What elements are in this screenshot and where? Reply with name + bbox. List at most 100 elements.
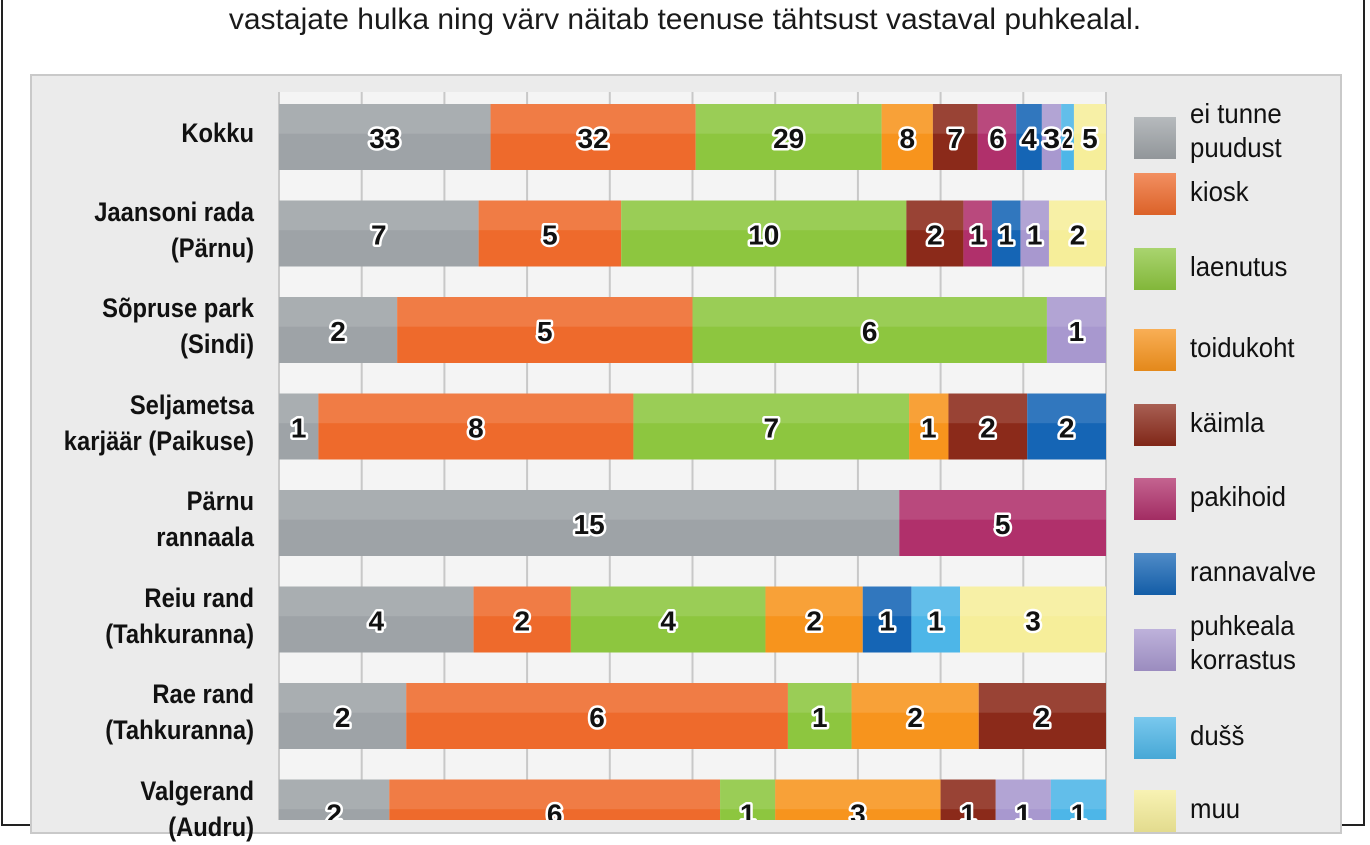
bar-segment-highlight (720, 779, 776, 810)
legend-label: dušš (1190, 719, 1244, 753)
category-label: Valgerand (Audru) (43, 773, 254, 845)
data-label: 15 (574, 509, 605, 540)
bar-segment-highlight (478, 200, 622, 231)
bar-segment-highlight (1048, 200, 1106, 231)
data-label: 1 (921, 413, 937, 444)
data-label: 3 (850, 799, 866, 821)
bar-row: 33 32 29 8 7 6 4 3 2 5 (279, 104, 1106, 170)
legend-label-line: kiosk (1190, 176, 1249, 207)
bar-segment-highlight (473, 586, 571, 617)
bar-segment (1041, 104, 1062, 170)
bar-segment-highlight (1046, 297, 1106, 327)
category-label-line: (Tahkuranna) (105, 618, 254, 649)
legend-swatch (1134, 790, 1176, 832)
data-label: 7 (371, 220, 387, 251)
bar-row: 1 8 7 1 2 2 (279, 393, 1106, 460)
bar-segment (881, 104, 933, 170)
bar-segment-highlight (570, 586, 766, 617)
bar-segment-highlight (899, 490, 1106, 520)
bar-segment (279, 490, 900, 556)
category-label-line: Reiu rand (144, 582, 254, 613)
data-label: 2 (907, 702, 923, 733)
data-label: 7 (948, 123, 964, 154)
bar-segment (633, 393, 910, 460)
bar-segment (851, 683, 979, 749)
category-label-line: (Tahkuranna) (105, 715, 254, 745)
bar-segment-highlight (1061, 104, 1074, 134)
bar-segment-highlight (692, 297, 1047, 327)
bar-segment (948, 393, 1028, 460)
category-label: Rae rand (Tahkuranna) (43, 676, 254, 748)
category-label-line: rannaala (156, 522, 254, 552)
category-label-line: (Pärnu) (170, 232, 254, 263)
legend-swatch (1134, 478, 1176, 520)
data-label: 2 (1059, 413, 1075, 444)
category-label-line: Kokku (181, 118, 254, 148)
bar-segment (389, 779, 721, 820)
bar-segment (978, 683, 1106, 749)
data-label: 4 (1021, 123, 1037, 154)
category-label-line: Seljametsa (129, 389, 254, 420)
bar-segment (473, 586, 571, 653)
bar-segment-highlight (940, 779, 996, 810)
bar-segment-highlight (906, 200, 964, 231)
legend-swatch (1134, 248, 1176, 290)
bar-segment (1061, 104, 1074, 170)
bar-segment-highlight (909, 393, 949, 424)
legend-label: laenutus (1190, 250, 1287, 284)
bar-segment-highlight (621, 200, 907, 231)
legend-label: muu (1190, 792, 1240, 826)
category-label-line: Jaansoni rada (94, 196, 254, 227)
bar-segment (695, 104, 882, 170)
legend-swatch (1134, 553, 1176, 595)
bar-segment-highlight (490, 104, 696, 134)
data-label: 1 (812, 702, 828, 733)
category-label: Pärnu rannaala (43, 483, 254, 555)
data-label: 2 (1070, 220, 1086, 251)
category-label-line: Valgerand (140, 775, 254, 806)
bar-segment (279, 393, 319, 460)
data-label: 1 (879, 606, 895, 637)
bar-row: 15 5 (279, 490, 1106, 556)
data-label: 1 (1016, 799, 1032, 821)
bar-segment-highlight (1041, 104, 1062, 134)
bar-segment-highlight (695, 104, 882, 134)
bar-segment-highlight (279, 297, 398, 327)
bar-row: 2 6 1 2 2 (279, 683, 1106, 749)
legend-label: käimla (1190, 406, 1264, 440)
legend-label-line: dušš (1190, 720, 1245, 751)
data-label: 6 (862, 316, 878, 347)
data-label: 6 (989, 123, 1005, 154)
data-label: 6 (589, 702, 605, 733)
bar-segment-highlight (279, 393, 319, 424)
legend-label: ei tunne puudust (1190, 97, 1282, 165)
bar-segment-highlight (389, 779, 721, 810)
bar-segment (279, 104, 491, 170)
data-label: 2 (980, 413, 996, 444)
bar-row: 2 5 6 1 (279, 297, 1106, 363)
bar-segment (906, 200, 964, 267)
bar-segment (911, 586, 961, 653)
data-label: 5 (995, 509, 1011, 540)
category-label-line: Pärnu (186, 486, 254, 516)
bar-segment (1016, 104, 1042, 170)
bar-segment (279, 683, 407, 749)
bar-segment-highlight (787, 683, 852, 713)
bar-segment (991, 200, 1021, 267)
category-label-line: Sõpruse park (102, 293, 254, 323)
legend-label-line: puudust (1190, 132, 1282, 163)
data-label: 32 (578, 123, 609, 154)
bar-segment (787, 683, 852, 749)
data-label: 1 (1069, 316, 1085, 347)
bar-segment (775, 779, 941, 820)
category-label: Jaansoni rada (Pärnu) (43, 194, 254, 266)
bar-segment (1048, 200, 1106, 267)
data-label: 3 (1043, 123, 1060, 154)
bar-segment-highlight (279, 104, 491, 134)
bar-segment (899, 490, 1106, 556)
data-label: 1 (1071, 799, 1087, 821)
bar-segment-highlight (279, 779, 390, 810)
figure-caption: vastajate hulka ning värv näitab teenuse… (228, 3, 1142, 36)
bar-segment (1050, 779, 1106, 820)
legend-label-line: rannavalve (1190, 556, 1317, 587)
